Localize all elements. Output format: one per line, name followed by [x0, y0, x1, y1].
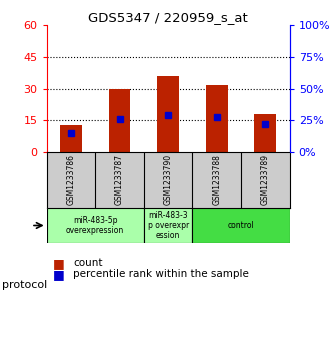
- FancyBboxPatch shape: [144, 208, 192, 243]
- Text: GSM1233786: GSM1233786: [66, 154, 76, 205]
- Text: GSM1233789: GSM1233789: [261, 154, 270, 205]
- FancyBboxPatch shape: [192, 208, 290, 243]
- Text: GSM1233787: GSM1233787: [115, 154, 124, 205]
- Text: protocol: protocol: [2, 280, 47, 290]
- Title: GDS5347 / 220959_s_at: GDS5347 / 220959_s_at: [88, 11, 248, 24]
- Text: count: count: [73, 258, 103, 268]
- Text: control: control: [228, 221, 254, 230]
- Text: GSM1233790: GSM1233790: [164, 154, 173, 205]
- Text: miR-483-5p
overexpression: miR-483-5p overexpression: [66, 216, 124, 235]
- Bar: [206, 85, 228, 152]
- Text: miR-483-3
p overexpr
ession: miR-483-3 p overexpr ession: [148, 211, 189, 240]
- Text: ■: ■: [53, 257, 65, 270]
- Text: GSM1233788: GSM1233788: [212, 155, 221, 205]
- Text: ■: ■: [53, 268, 65, 281]
- Bar: [254, 114, 276, 152]
- FancyBboxPatch shape: [47, 208, 144, 243]
- Bar: [109, 89, 131, 152]
- Bar: [60, 125, 82, 152]
- Bar: [157, 76, 179, 152]
- Text: percentile rank within the sample: percentile rank within the sample: [73, 269, 249, 279]
